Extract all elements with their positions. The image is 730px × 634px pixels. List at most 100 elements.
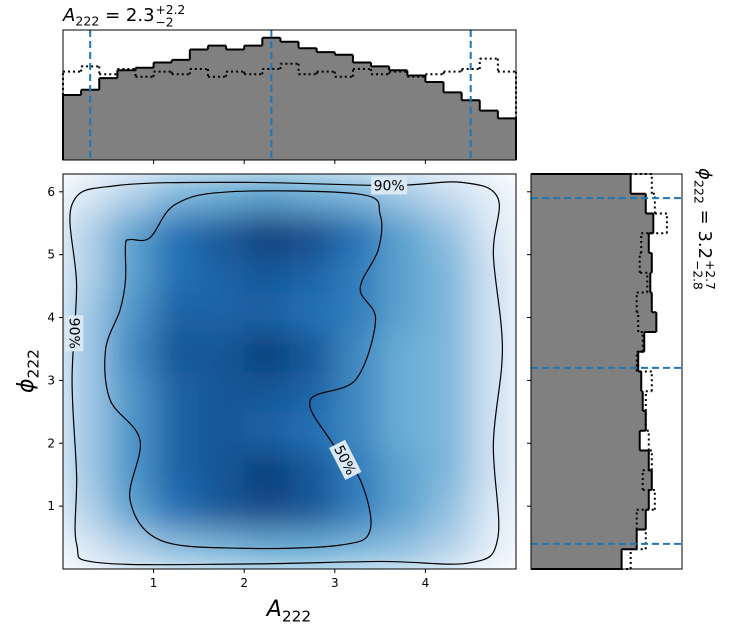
density-cell <box>153 252 200 294</box>
label-sub: 222 <box>692 180 707 204</box>
density-cell <box>334 331 381 372</box>
density-cell <box>380 213 426 254</box>
contour <box>104 190 383 550</box>
density-cell <box>425 529 472 569</box>
hist-bar <box>531 470 652 491</box>
label-sup: +2.7 <box>703 260 717 290</box>
hist-bar <box>531 371 642 392</box>
density-cell <box>153 213 200 254</box>
hist-bar <box>207 45 227 160</box>
hist-bar <box>531 509 646 530</box>
density-cell <box>63 450 109 491</box>
hist-bar <box>531 213 654 234</box>
density-cell <box>244 252 290 294</box>
density-cell <box>470 529 516 569</box>
density-cell <box>425 450 472 491</box>
hist-bar <box>531 430 640 451</box>
density-cell <box>244 292 290 333</box>
density-cell <box>63 489 109 531</box>
hist-bar <box>171 59 191 160</box>
hist-bar <box>531 312 657 333</box>
contour-label-group: 90% <box>371 176 408 195</box>
hist-bar <box>531 174 631 195</box>
density-cell <box>470 371 516 412</box>
density-cell <box>289 411 336 451</box>
density-cell <box>153 529 200 569</box>
density-cell <box>289 252 336 294</box>
density-cell <box>425 292 472 333</box>
density-cell <box>153 371 200 412</box>
density-cell <box>425 213 472 254</box>
density-cell <box>198 213 245 254</box>
density-cell <box>108 411 155 451</box>
density-cell <box>108 489 155 531</box>
density-cell <box>108 292 155 333</box>
label: ϕ222 = 3.2 <box>692 168 716 259</box>
density-cell <box>198 411 245 451</box>
label-symbol: A <box>62 5 75 26</box>
density-cell <box>425 174 472 214</box>
density-cell <box>153 331 200 372</box>
panel-frame <box>530 173 683 570</box>
hist-bar <box>531 529 637 550</box>
label-symbol: A <box>265 597 282 622</box>
contour <box>69 181 504 566</box>
density-cell <box>244 213 290 254</box>
density-cell <box>470 489 516 531</box>
x-tick-label: 4 <box>422 576 430 590</box>
y-tick-label: 1 <box>47 499 55 513</box>
density-cell <box>470 331 516 372</box>
heatmap <box>63 174 516 569</box>
hist-bar <box>531 411 646 432</box>
hist-bar <box>479 110 499 160</box>
density-cell <box>244 489 290 531</box>
label-main: = 2.3 <box>99 5 154 26</box>
label-sub: 222 <box>75 14 99 29</box>
hist-bar <box>153 62 173 160</box>
y-tick-label: 5 <box>47 248 55 262</box>
hist-bar <box>531 489 649 511</box>
label-sub: 222 <box>25 349 43 378</box>
label-sub: 222 <box>282 608 311 626</box>
density-cell <box>334 371 381 412</box>
density-cell <box>380 331 426 372</box>
density-cell <box>334 213 381 254</box>
hist-bar <box>189 49 209 160</box>
hist-bar <box>226 49 245 160</box>
hist-bar <box>531 351 639 372</box>
density-cell <box>425 371 472 412</box>
contour-label: 90% <box>65 318 81 349</box>
hist-bar <box>425 82 444 160</box>
density-cell <box>244 450 290 491</box>
density-cell <box>153 292 200 333</box>
contour-label-group: 90% <box>65 315 84 352</box>
density-cell <box>380 411 426 451</box>
density-cell <box>153 489 200 531</box>
panel-frame <box>62 29 517 161</box>
x-tick-label: 3 <box>331 576 339 590</box>
hist-bar <box>443 92 462 160</box>
density-cell <box>470 174 516 214</box>
density-cell <box>198 292 245 333</box>
density-cell <box>425 489 472 531</box>
density-cell <box>380 489 426 531</box>
label-symbol: ϕ <box>14 378 39 393</box>
y-tick-label: 4 <box>47 311 55 325</box>
hist-bar <box>531 252 652 274</box>
hist-bar <box>497 118 517 160</box>
density-cell <box>244 371 290 412</box>
x-tick-label: 1 <box>150 576 158 590</box>
density-cell <box>380 529 426 569</box>
heatmap-clip <box>63 174 516 569</box>
hist-bar <box>63 95 82 160</box>
hist-bar <box>531 292 652 313</box>
density-cell <box>425 411 472 451</box>
hist-bar <box>531 331 645 353</box>
density-cell <box>108 331 155 372</box>
label: A222 <box>265 597 311 626</box>
density-cell <box>63 411 109 451</box>
density-cell <box>289 213 336 254</box>
right-title: ϕ222 = 3.2+2.7−2.8 <box>691 168 718 290</box>
hist-bar <box>135 67 154 160</box>
